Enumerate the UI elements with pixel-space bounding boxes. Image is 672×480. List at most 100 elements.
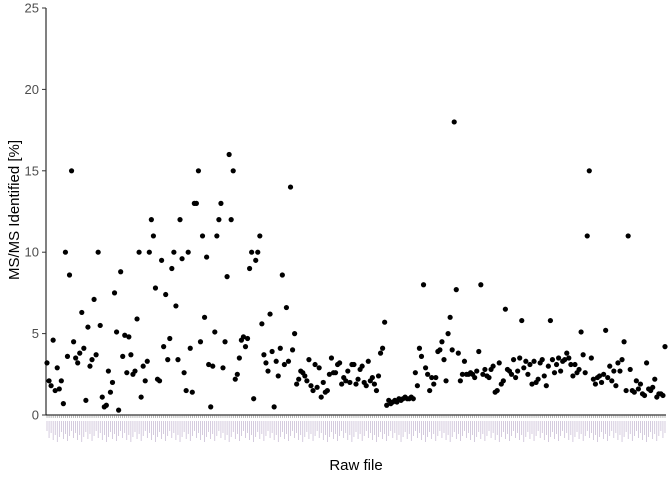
data-point bbox=[613, 383, 619, 389]
data-point bbox=[136, 249, 142, 255]
data-point bbox=[144, 358, 150, 364]
data-point bbox=[122, 332, 128, 338]
data-point bbox=[513, 374, 519, 381]
data-point bbox=[212, 329, 218, 335]
data-point bbox=[418, 353, 425, 359]
data-point bbox=[138, 394, 144, 400]
data-point bbox=[332, 370, 339, 376]
data-point bbox=[443, 378, 449, 384]
data-point bbox=[447, 314, 453, 320]
data-point bbox=[261, 352, 267, 358]
data-point bbox=[142, 378, 148, 384]
data-point bbox=[543, 383, 549, 389]
data-point bbox=[246, 265, 253, 272]
data-point bbox=[486, 374, 492, 381]
data-point bbox=[64, 353, 71, 359]
data-point bbox=[482, 366, 488, 373]
data-point bbox=[326, 371, 332, 377]
data-point bbox=[118, 269, 124, 275]
data-point bbox=[496, 360, 502, 366]
data-point bbox=[99, 394, 105, 400]
data-point bbox=[120, 353, 126, 359]
data-point bbox=[375, 373, 382, 379]
data-point bbox=[345, 368, 351, 374]
data-point bbox=[289, 347, 296, 353]
data-point bbox=[420, 282, 427, 288]
data-point bbox=[271, 404, 277, 410]
data-point bbox=[302, 373, 308, 379]
data-point bbox=[431, 381, 437, 387]
data-point bbox=[214, 233, 220, 239]
data-point bbox=[551, 370, 558, 376]
data-point bbox=[437, 347, 443, 353]
data-point bbox=[279, 272, 285, 278]
data-point bbox=[619, 357, 625, 363]
data-point bbox=[281, 361, 287, 368]
data-point bbox=[244, 335, 251, 342]
data-point bbox=[226, 151, 232, 158]
data-point bbox=[453, 287, 459, 293]
data-point bbox=[52, 387, 58, 394]
data-point bbox=[285, 358, 292, 364]
data-point bbox=[91, 296, 97, 303]
data-point bbox=[181, 370, 187, 376]
data-point bbox=[478, 282, 484, 288]
data-point bbox=[445, 331, 451, 337]
data-point bbox=[515, 368, 521, 374]
data-point bbox=[547, 317, 554, 324]
data-point bbox=[177, 217, 183, 223]
data-point bbox=[79, 309, 85, 316]
data-point bbox=[476, 348, 482, 355]
data-point bbox=[165, 357, 171, 363]
data-point bbox=[204, 254, 210, 260]
data-point bbox=[111, 290, 118, 296]
data-point bbox=[206, 361, 212, 368]
data-point bbox=[95, 249, 101, 255]
data-point bbox=[621, 339, 627, 345]
data-point bbox=[627, 366, 633, 373]
data-point bbox=[611, 368, 617, 374]
data-point bbox=[439, 339, 445, 345]
data-point bbox=[596, 373, 603, 379]
data-point bbox=[242, 344, 249, 350]
data-point bbox=[249, 249, 255, 255]
data-point bbox=[343, 378, 349, 384]
data-point bbox=[502, 306, 508, 312]
data-point bbox=[480, 371, 486, 377]
data-point bbox=[158, 257, 165, 263]
data-point bbox=[558, 368, 564, 374]
data-point bbox=[570, 373, 576, 379]
data-point bbox=[324, 387, 330, 394]
y-axis: 0 5 10 15 20 25 bbox=[25, 1, 47, 423]
data-point bbox=[586, 168, 592, 174]
data-point bbox=[582, 370, 588, 376]
data-point bbox=[150, 233, 157, 239]
data-point bbox=[132, 368, 138, 374]
data-point bbox=[195, 168, 202, 174]
data-point bbox=[189, 389, 195, 395]
data-point bbox=[87, 363, 93, 369]
data-point bbox=[109, 379, 116, 386]
data-point bbox=[199, 233, 206, 239]
x-axis-ticks bbox=[46, 414, 666, 442]
data-point bbox=[631, 389, 637, 395]
data-point bbox=[553, 361, 560, 368]
data-point bbox=[578, 329, 584, 335]
data-point bbox=[222, 339, 228, 345]
data-point bbox=[75, 360, 81, 366]
y-tick-label: 20 bbox=[25, 82, 39, 97]
data-point bbox=[451, 119, 457, 125]
data-point bbox=[576, 366, 582, 373]
data-point bbox=[529, 381, 535, 387]
data-point bbox=[539, 357, 545, 363]
data-point bbox=[459, 371, 466, 377]
data-point bbox=[410, 396, 416, 402]
data-point bbox=[304, 378, 310, 384]
data-point bbox=[605, 374, 611, 381]
data-point bbox=[73, 355, 79, 361]
data-point bbox=[625, 233, 631, 239]
data-point bbox=[146, 249, 152, 255]
data-point bbox=[218, 200, 224, 206]
data-point bbox=[371, 381, 378, 387]
data-point bbox=[643, 360, 650, 366]
